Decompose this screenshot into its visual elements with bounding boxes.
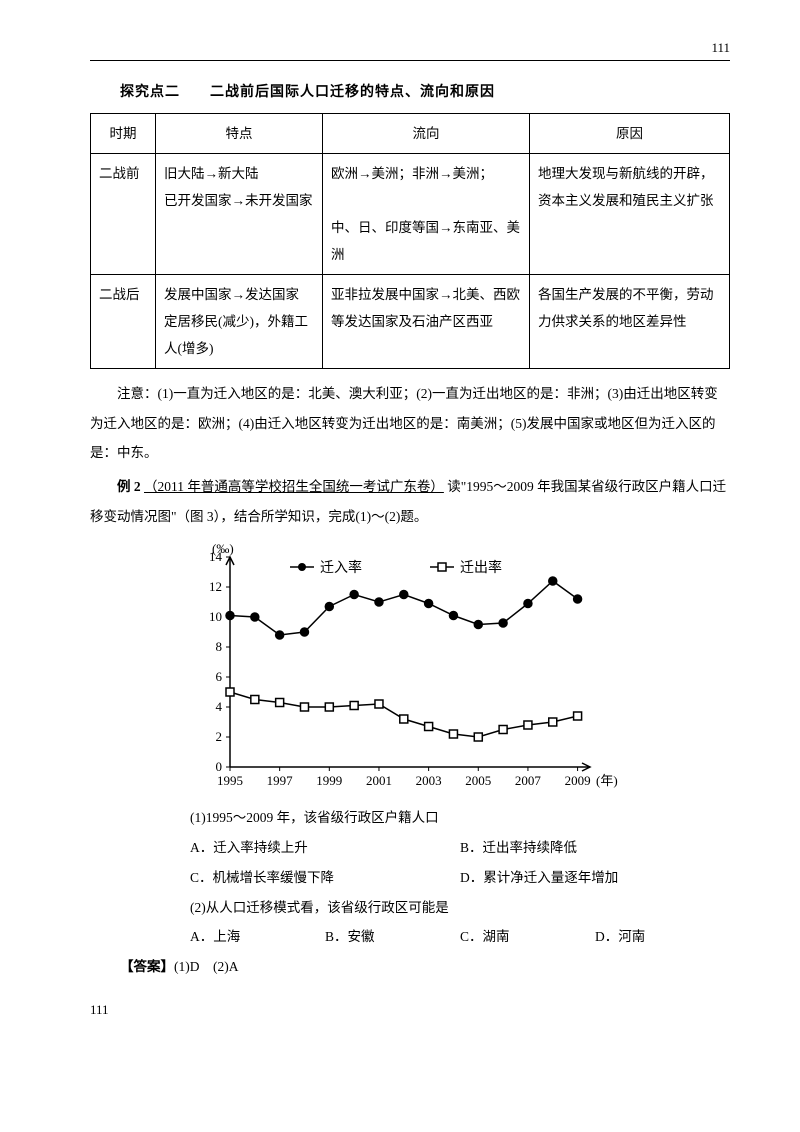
table-row: 二战后 发展中国家→发达国家 定居移民(减少)，外籍工人(增多) 亚非拉发展中国… — [91, 275, 730, 369]
cell-period: 二战前 — [91, 154, 156, 275]
q1-opt-a: A．迁入率持续上升 — [190, 833, 460, 863]
q2-opt-d: D．河南 — [595, 922, 730, 952]
svg-text:2: 2 — [216, 729, 223, 744]
q1-stem: (1)1995～2009 年，该省级行政区户籍人口 — [190, 803, 730, 833]
q1-opt-d: D．累计净迁入量逐年增加 — [460, 863, 730, 893]
example-label: 例 2 — [117, 479, 141, 494]
svg-text:2009: 2009 — [565, 773, 591, 788]
cell-flow: 亚非拉发展中国家→北美、西欧等发达国家及石油产区西亚 — [323, 275, 530, 369]
q1-opt-c: C．机械增长率缓慢下降 — [190, 863, 460, 893]
svg-text:(‰): (‰) — [212, 541, 234, 556]
migration-chart: 0246810121419951997199920012003200520072… — [180, 537, 640, 797]
svg-text:8: 8 — [216, 639, 223, 654]
answer-text: (1)D (2)A — [174, 959, 238, 974]
q2-opt-b: B．安徽 — [325, 922, 460, 952]
svg-text:1999: 1999 — [316, 773, 342, 788]
svg-text:迁出率: 迁出率 — [460, 559, 502, 576]
svg-text:(年): (年) — [596, 773, 618, 788]
svg-text:1995: 1995 — [217, 773, 243, 788]
answer-label: 【答案】 — [120, 959, 174, 974]
cell-period: 二战后 — [91, 275, 156, 369]
page-number-top: 111 — [90, 40, 730, 61]
cell-reason: 各国生产发展的不平衡，劳动力供求关系的地区差异性 — [530, 275, 730, 369]
svg-text:2007: 2007 — [515, 773, 542, 788]
cell-feature: 旧大陆→新大陆 已开发国家→未开发国家 — [156, 154, 323, 275]
svg-text:2005: 2005 — [465, 773, 491, 788]
example-line: 例 2 （2011 年普通高等学校招生全国统一考试广东卷） 读"1995～200… — [90, 472, 730, 531]
svg-text:1997: 1997 — [267, 773, 294, 788]
migration-table: 时期 特点 流向 原因 二战前 旧大陆→新大陆 已开发国家→未开发国家 欧洲→美… — [90, 113, 730, 369]
th-feature: 特点 — [156, 114, 323, 154]
answer-line: 【答案】(1)D (2)A — [120, 952, 730, 982]
page-number-bottom: 111 — [90, 1002, 730, 1018]
svg-text:迁入率: 迁入率 — [320, 559, 362, 576]
cell-reason: 地理大发现与新航线的开辟，资本主义发展和殖民主义扩张 — [530, 154, 730, 275]
th-flow: 流向 — [323, 114, 530, 154]
q2-opt-a: A．上海 — [190, 922, 325, 952]
example-source: （2011 年普通高等学校招生全国统一考试广东卷） — [144, 479, 444, 494]
q2-stem: (2)从人口迁移模式看，该省级行政区可能是 — [190, 893, 730, 923]
q1-opt-b: B．迁出率持续降低 — [460, 833, 730, 863]
svg-text:2001: 2001 — [366, 773, 392, 788]
svg-text:2003: 2003 — [416, 773, 442, 788]
section-title: 探究点二 二战前后国际人口迁移的特点、流向和原因 — [120, 81, 730, 101]
q2-opt-c: C．湖南 — [460, 922, 595, 952]
th-reason: 原因 — [530, 114, 730, 154]
cell-feature: 发展中国家→发达国家 定居移民(减少)，外籍工人(增多) — [156, 275, 323, 369]
note-text: 注意：(1)一直为迁入地区的是：北美、澳大利亚；(2)一直为迁出地区的是：非洲；… — [90, 379, 730, 468]
svg-text:10: 10 — [209, 609, 222, 624]
th-period: 时期 — [91, 114, 156, 154]
svg-text:0: 0 — [216, 759, 223, 774]
svg-text:4: 4 — [216, 699, 223, 714]
svg-text:6: 6 — [216, 669, 223, 684]
table-row: 二战前 旧大陆→新大陆 已开发国家→未开发国家 欧洲→美洲；非洲→美洲； 中、日… — [91, 154, 730, 275]
cell-flow: 欧洲→美洲；非洲→美洲； 中、日、印度等国→东南亚、美洲 — [323, 154, 530, 275]
svg-text:12: 12 — [209, 579, 222, 594]
